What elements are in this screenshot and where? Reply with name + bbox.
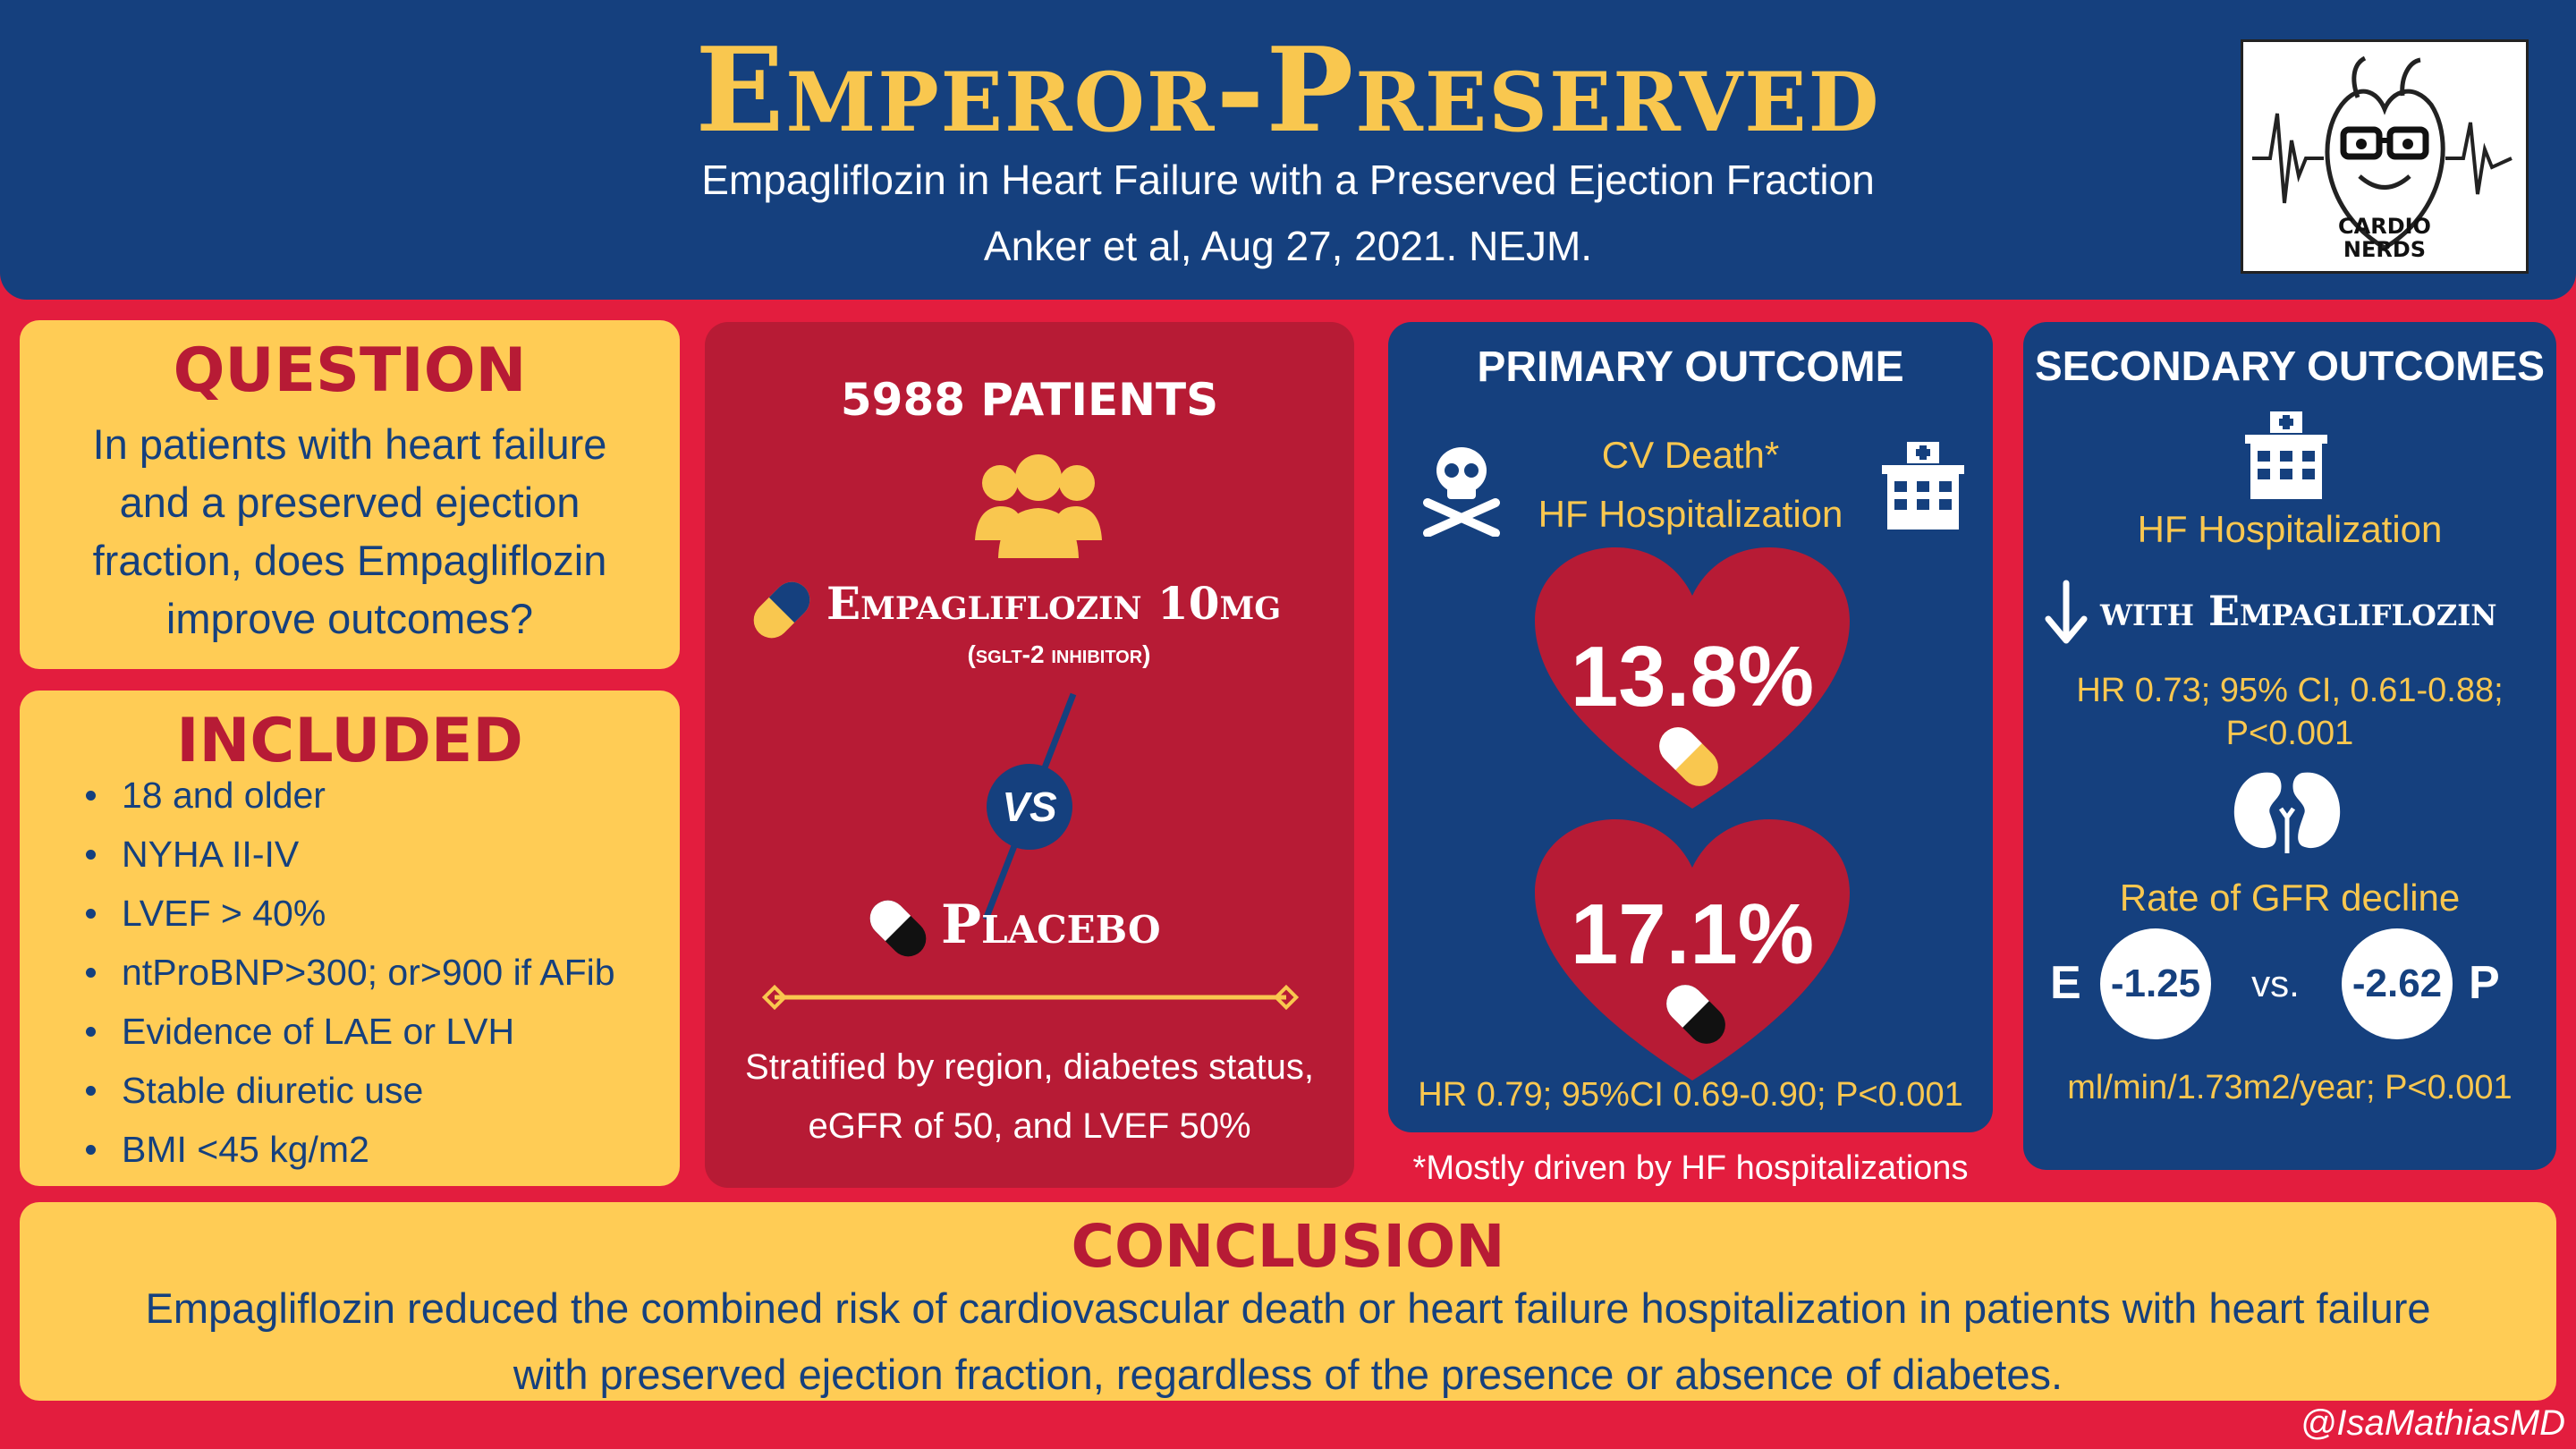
separator-line-icon bbox=[762, 984, 1299, 1011]
placebo-gfr-value: -2.62 bbox=[2342, 928, 2453, 1039]
list-item: BMI <45 kg/m2 bbox=[75, 1120, 615, 1179]
question-line: fraction, does Empagliflozin bbox=[92, 537, 607, 584]
drug-arm-label: Empagliflozin 10mg bbox=[826, 577, 1282, 630]
header-banner bbox=[0, 0, 2576, 300]
gfr-decline-label: Rate of GFR decline bbox=[2119, 877, 2461, 919]
list-item: Evidence of LAE or LVH bbox=[75, 1002, 615, 1061]
cardionerds-logo bbox=[2241, 39, 2529, 274]
secondary-heading: SECONDARY OUTCOMES bbox=[2035, 343, 2545, 389]
page-subtitle: Empagliflozin in Heart Failure with a Pr… bbox=[701, 157, 1875, 203]
outcome-cv-death: CV Death* bbox=[1601, 434, 1780, 476]
design-panel: 5988 PATIENTS Empagliflozin 10mg (sglt-2… bbox=[705, 322, 1354, 1188]
placebo-arm-label: Placebo bbox=[941, 894, 1161, 956]
empagliflozin-arm-letter: E bbox=[2050, 957, 2081, 1009]
secondary-hazard-ratio: HR 0.73; 95% CI, 0.61-0.88; P<0.001 bbox=[2023, 669, 2556, 755]
primary-outcome-panel: PRIMARY OUTCOME CV Death* HF Hospitaliza… bbox=[1388, 322, 1993, 1132]
secondary-hr-line: P<0.001 bbox=[2225, 715, 2354, 752]
list-item: LVEF > 40% bbox=[75, 884, 615, 943]
pill-icon bbox=[753, 581, 810, 639]
stratification-note: Stratified by region, diabetes status, e… bbox=[705, 1038, 1354, 1156]
conclusion-panel: CONCLUSION Empagliflozin reduced the com… bbox=[20, 1202, 2556, 1401]
list-item: NYHA II-IV bbox=[75, 825, 615, 884]
empagliflozin-rate: 13.8% bbox=[1570, 629, 1815, 724]
author-credit: @IsaMathiasMD bbox=[2300, 1403, 2565, 1443]
question-line: In patients with heart failure bbox=[92, 420, 607, 468]
question-line: improve outcomes? bbox=[165, 595, 534, 642]
hospital-icon bbox=[2245, 411, 2327, 499]
placebo-rate: 17.1% bbox=[1570, 886, 1815, 982]
gfr-vs-label: vs. bbox=[2251, 962, 2300, 1004]
conclusion-line: with preserved ejection fraction, regard… bbox=[513, 1351, 2063, 1398]
primary-heading: PRIMARY OUTCOME bbox=[1477, 343, 1904, 391]
pill-icon bbox=[1659, 727, 1718, 786]
primary-outcome-components: CV Death* HF Hospitalization bbox=[1478, 426, 1903, 544]
page-title: Emperor-Preserved bbox=[695, 21, 1881, 158]
citation: Anker et al, Aug 27, 2021. NEJM. bbox=[983, 223, 1593, 269]
question-text: In patients with heart failure and a pre… bbox=[20, 415, 680, 648]
secondary-outcome-label: HF Hospitalization bbox=[2137, 508, 2443, 550]
conclusion-heading: CONCLUSION bbox=[1071, 1212, 1505, 1281]
stratification-line: eGFR of 50, and LVEF 50% bbox=[808, 1106, 1251, 1146]
empagliflozin-gfr-value: -1.25 bbox=[2100, 928, 2211, 1039]
cardionerds-logo-icon bbox=[2252, 55, 2512, 250]
vs-label: VS bbox=[1002, 784, 1057, 830]
conclusion-text: Empagliflozin reduced the combined risk … bbox=[20, 1275, 2556, 1408]
stratification-line: Stratified by region, diabetes status, bbox=[745, 1047, 1314, 1087]
list-item: Stable diuretic use bbox=[75, 1061, 615, 1120]
patient-count: 5988 PATIENTS bbox=[840, 374, 1219, 426]
logo-text: CARDIO NERDS bbox=[2241, 215, 2529, 261]
outcome-hf-hospitalization: HF Hospitalization bbox=[1538, 493, 1843, 535]
question-heading: QUESTION bbox=[173, 335, 527, 406]
placebo-pill-icon bbox=[869, 900, 927, 957]
placebo-pill-icon bbox=[1666, 985, 1725, 1044]
question-line: and a preserved ejection bbox=[119, 479, 580, 526]
primary-footnote: *Mostly driven by HF hospitalizations bbox=[1412, 1149, 1969, 1187]
inclusion-list: 18 and older NYHA II-IV LVEF > 40% ntPro… bbox=[75, 766, 615, 1179]
arrow-down-icon bbox=[2045, 580, 2088, 644]
list-item: 18 and older bbox=[75, 766, 615, 825]
kidneys-icon bbox=[2233, 772, 2341, 853]
list-item: ntProBNP>300; or>900 if AFib bbox=[75, 943, 615, 1002]
patients-group-icon bbox=[975, 454, 1102, 558]
skull-crossbones-icon bbox=[1423, 447, 1500, 537]
included-panel: INCLUDED 18 and older NYHA II-IV LVEF > … bbox=[20, 691, 680, 1186]
placebo-arm-letter: P bbox=[2469, 957, 2500, 1009]
secondary-outcomes-panel: SECONDARY OUTCOMES HF Hospitalization wi… bbox=[2023, 322, 2556, 1170]
secondary-hr-line: HR 0.73; 95% CI, 0.61-0.88; bbox=[2076, 672, 2504, 709]
placebo-heart-icon bbox=[1535, 819, 1850, 1080]
included-heading: INCLUDED bbox=[176, 706, 523, 776]
primary-hazard-ratio: HR 0.79; 95%CI 0.69-0.90; P<0.001 bbox=[1418, 1076, 1963, 1114]
logo-text-cardio: CARDIO bbox=[2338, 214, 2431, 239]
gfr-units: ml/min/1.73m2/year; P<0.001 bbox=[2067, 1069, 2512, 1106]
conclusion-line: Empagliflozin reduced the combined risk … bbox=[145, 1284, 2431, 1332]
empagliflozin-heart-icon bbox=[1535, 547, 1850, 809]
drug-class-label: (sglt-2 inhibitor) bbox=[967, 640, 1151, 668]
hospital-icon bbox=[1882, 442, 1964, 530]
reduction-with-empagliflozin: with Empagliflozin bbox=[2100, 587, 2497, 635]
vs-divider-icon bbox=[982, 692, 1077, 921]
question-panel: QUESTION In patients with heart failure … bbox=[20, 320, 680, 669]
logo-text-nerds: NERDS bbox=[2343, 237, 2427, 262]
